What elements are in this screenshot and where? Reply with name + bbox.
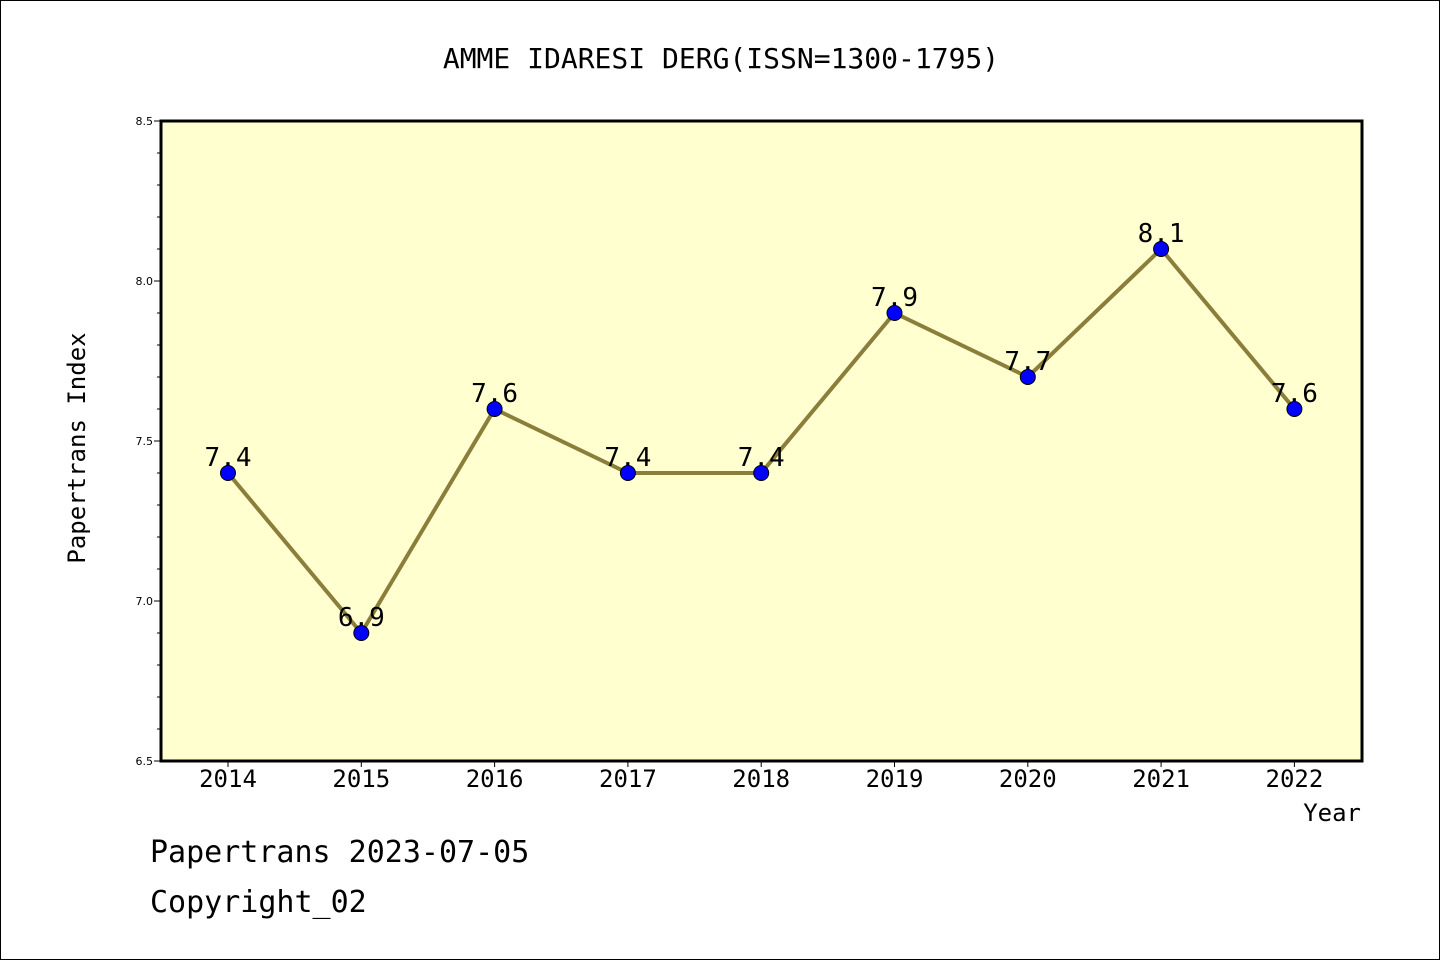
y-tick-label: 8.0 [136,275,154,288]
data-labels: 7.4 6.9 7.6 7.4 7.4 7.9 7.7 8.1 7.6 [205,219,1318,633]
x-tick-label: 2019 [866,765,924,793]
data-label: 7.9 [871,283,918,313]
y-axis: 6.5 7.0 7.5 8.0 8.5 [136,115,161,768]
x-tick-label: 2014 [199,765,257,793]
footer-copyright: Copyright_02 [150,885,367,920]
footer-date: Papertrans 2023-07-05 [150,835,530,870]
data-point [886,305,903,321]
x-tick-label: 2015 [332,765,390,793]
data-point [1153,241,1170,257]
x-tick-label: 2018 [732,765,790,793]
data-point [353,625,370,641]
data-label: 7.4 [738,443,785,473]
data-label: 7.7 [1004,347,1051,377]
data-point [220,465,236,481]
y-tick-label: 6.5 [136,755,154,768]
x-axis-label: Year [1303,799,1361,827]
chart-title: AMME IDARESI DERG(ISSN=1300-1795) [443,42,999,75]
y-axis-label: Papertrans Index [63,332,91,563]
x-tick-label: 2022 [1266,765,1324,793]
data-markers [220,241,1303,641]
x-tick-label: 2020 [999,765,1057,793]
data-point [1286,401,1303,417]
x-axis: 2014 2015 2016 2017 2018 2019 2020 2021 2022 [199,761,1323,793]
data-label: 7.4 [604,443,651,473]
data-point [486,401,503,417]
data-label: 7.6 [471,379,518,409]
data-point [1019,369,1036,385]
y-tick-label: 7.0 [136,595,154,608]
y-tick-label: 7.5 [136,435,154,448]
y-tick-label: 8.5 [136,115,154,128]
data-point [753,465,770,481]
data-label: 8.1 [1138,219,1185,249]
data-label: 7.4 [205,443,252,473]
x-tick-label: 2017 [599,765,657,793]
plot-area [159,119,1364,763]
x-tick-label: 2016 [466,765,524,793]
data-label: 7.6 [1271,379,1318,409]
x-tick-label: 2021 [1132,765,1190,793]
data-point [619,465,636,481]
data-label: 6.9 [338,603,385,633]
